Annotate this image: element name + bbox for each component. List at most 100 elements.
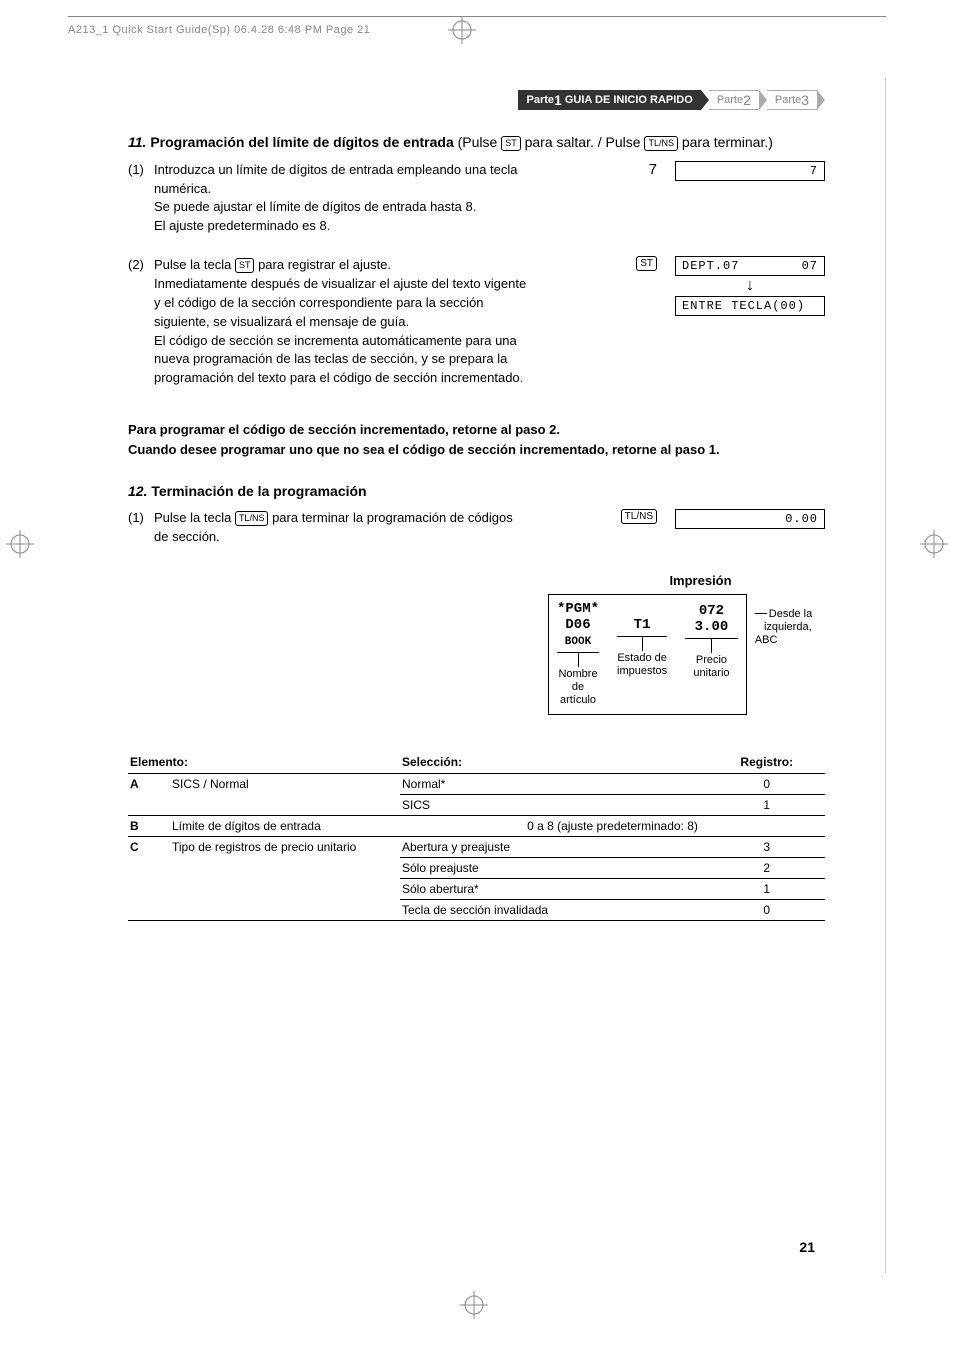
impresion-block: Impresión *PGM* D06 BOOK Nombre de artíc… xyxy=(548,573,825,715)
cell: A xyxy=(128,773,170,815)
tab-label: Parte xyxy=(775,94,801,106)
crop-mark-bottom xyxy=(460,1291,488,1319)
section-num: 11. xyxy=(128,134,146,150)
section-heading: Programación del límite de dígitos de en… xyxy=(150,134,453,150)
header-text: A213_1 Quick Start Guide(Sp) 06.4.28 6:4… xyxy=(68,24,370,36)
line: Desde la xyxy=(769,608,812,620)
cell: Tecla de sección invalidada xyxy=(400,899,709,920)
table-row: B Límite de dígitos de entrada 0 a 8 (aj… xyxy=(128,815,825,836)
step-label: (1) xyxy=(128,509,154,528)
chevron-icon xyxy=(701,90,709,110)
cell: 0 xyxy=(709,773,826,794)
receipt-text: T1 xyxy=(617,601,667,633)
step-11-1: (1)Introduzca un límite de dígitos de en… xyxy=(128,161,825,236)
tick-line xyxy=(557,652,599,666)
note-line: Para programar el código de sección incr… xyxy=(128,422,560,437)
paren-post: para terminar.) xyxy=(678,134,773,150)
tab-parte1: Parte1 GUIA DE INICIO RAPIDO xyxy=(518,90,700,110)
receipt-col-1: *PGM* D06 BOOK Nombre de artículo xyxy=(557,601,599,708)
line: Estado de xyxy=(617,652,667,664)
tab-title: GUIA DE INICIO RAPIDO xyxy=(565,94,693,106)
section-heading: Terminación de la programación xyxy=(151,483,366,499)
receipt-label: Precio unitario xyxy=(685,654,738,680)
line: Nombre de xyxy=(558,668,597,693)
receipt-col-2: T1 Estado de impuestos xyxy=(617,601,667,708)
tick-line xyxy=(617,636,667,650)
input-value: 7 xyxy=(649,161,657,178)
lcd-stack: DEPT.07 07 ↓ ENTRE TECLA(00) xyxy=(675,256,825,316)
receipt-side-label: Desde la izquierda, ABC xyxy=(755,594,825,648)
note-line: Cuando desee programar uno que no sea el… xyxy=(128,442,720,457)
crop-mark-right xyxy=(920,530,948,558)
step-line: Introduzca un límite de dígitos de entra… xyxy=(154,162,518,196)
cell: Tipo de registros de precio unitario xyxy=(170,836,400,920)
key-st: ST xyxy=(501,136,521,151)
tick-line xyxy=(685,638,738,652)
step-11-2: (2)Pulse la tecla ST para registrar el a… xyxy=(128,256,825,388)
line: 3.00 xyxy=(695,619,729,635)
step-line: El código de sección se incrementa autom… xyxy=(154,333,523,386)
content: Parte1 GUIA DE INICIO RAPIDO Parte2 Part… xyxy=(68,78,885,921)
paren-mid: para saltar. / Pulse xyxy=(521,134,645,150)
cell: B xyxy=(128,815,170,836)
lcd-right: 07 xyxy=(802,259,818,273)
step-right: 7 7 xyxy=(528,161,825,181)
table-row: C Tipo de registros de precio unitario A… xyxy=(128,836,825,857)
line: BOOK xyxy=(565,636,591,648)
tab-num: 1 xyxy=(554,92,562,108)
line: D06 xyxy=(565,617,590,633)
key-tlns: TL/NS xyxy=(621,509,657,524)
cell: 2 xyxy=(709,857,826,878)
th-elemento: Elemento: xyxy=(128,751,400,774)
print-header: A213_1 Quick Start Guide(Sp) 06.4.28 6:4… xyxy=(68,16,886,36)
table-header-row: Elemento: Selección: Registro: xyxy=(128,751,825,774)
page-number: 21 xyxy=(799,1239,815,1255)
page-frame: Parte1 GUIA DE INICIO RAPIDO Parte2 Part… xyxy=(68,78,886,1273)
bold-note: Para programar el código de sección incr… xyxy=(128,420,825,459)
cell: SICS / Normal xyxy=(170,773,400,815)
lcd-display: ENTRE TECLA(00) xyxy=(675,296,825,316)
step-line-post: para registrar el ajuste. xyxy=(254,257,391,272)
step-right: TL/NS 0.00 xyxy=(528,509,825,529)
cell: Abertura y preajuste xyxy=(400,836,709,857)
crop-mark-top xyxy=(448,16,476,44)
nav-tabs: Parte1 GUIA DE INICIO RAPIDO Parte2 Part… xyxy=(128,90,825,110)
line: 072 xyxy=(699,603,724,619)
step-line: Se puede ajustar el límite de dígitos de… xyxy=(154,199,476,214)
line: *PGM* xyxy=(557,601,599,617)
section-num: 12. xyxy=(128,483,147,499)
step-label: (1) xyxy=(128,161,154,180)
lcd-display: DEPT.07 07 xyxy=(675,256,825,276)
tab-num: 3 xyxy=(801,92,809,108)
tab-label: Parte xyxy=(526,94,554,106)
th-seleccion: Selección: xyxy=(400,751,709,774)
arrow-down-icon: ↓ xyxy=(675,278,825,294)
line: artículo xyxy=(560,694,596,706)
key-tlns: TL/NS xyxy=(235,511,269,526)
receipt-text: 072 3.00 xyxy=(685,601,738,635)
step-text: (2)Pulse la tecla ST para registrar el a… xyxy=(128,256,528,388)
receipt-label: Estado de impuestos xyxy=(617,652,667,678)
step-label: (2) xyxy=(128,256,154,275)
cell: SICS xyxy=(400,794,709,815)
crop-mark-left xyxy=(6,530,34,558)
receipt-wrap: *PGM* D06 BOOK Nombre de artículo T1 xyxy=(548,594,825,715)
reference-table: Elemento: Selección: Registro: A SICS / … xyxy=(128,751,825,921)
cell: C xyxy=(128,836,170,920)
tab-parte2: Parte2 xyxy=(709,90,759,110)
paren-pre: (Pulse xyxy=(458,134,502,150)
receipt-col-3: 072 3.00 Precio unitario xyxy=(685,601,738,708)
cell: Sólo abertura* xyxy=(400,878,709,899)
lcd-display: 0.00 xyxy=(675,509,825,529)
lcd-left: DEPT.07 xyxy=(682,259,739,273)
impresion-title: Impresión xyxy=(548,573,825,588)
step-text: (1)Introduzca un límite de dígitos de en… xyxy=(128,161,528,236)
cell: Normal* xyxy=(400,773,709,794)
cell: 3 xyxy=(709,836,826,857)
step-line: El ajuste predeterminado es 8. xyxy=(154,218,330,233)
step-line-pre: Pulse la tecla xyxy=(154,257,235,272)
cell: 0 a 8 (ajuste predeterminado: 8) xyxy=(400,815,825,836)
th-registro: Registro: xyxy=(709,751,826,774)
cell: 1 xyxy=(709,878,826,899)
table-row: A SICS / Normal Normal* 0 xyxy=(128,773,825,794)
